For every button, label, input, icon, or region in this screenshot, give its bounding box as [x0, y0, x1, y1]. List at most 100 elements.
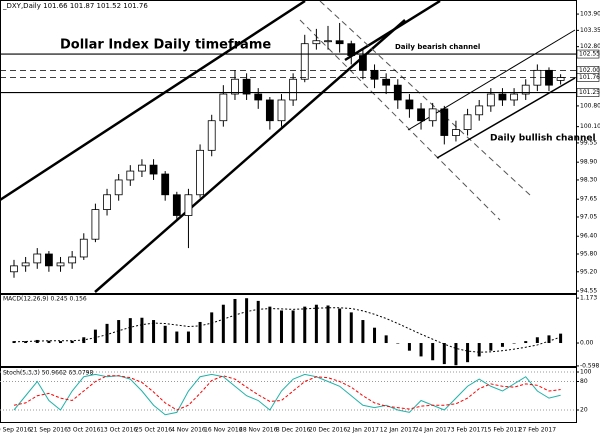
main-panel [0, 0, 577, 294]
macd-bar [256, 300, 260, 344]
level-box [576, 88, 600, 97]
y-tick-label: 99.55 [580, 139, 597, 146]
candle-body [358, 55, 367, 71]
y-tick-label: 0.00 [580, 340, 594, 347]
chart-title: _DXY,Daily 101.66 101.87 101.52 101.76 [2, 2, 148, 10]
bull-channel-upper [0, 0, 306, 202]
x-tick-label: 3 Feb 2017 [451, 427, 485, 434]
macd-bar [500, 343, 504, 347]
y-tick-label: 95.80 [580, 251, 597, 258]
y-tick-label: 1.173 [580, 295, 597, 302]
macd-bar [419, 343, 423, 357]
x-tick-label: 20 Dec 2016 [309, 427, 348, 434]
panel-frames [0, 0, 577, 423]
candle-body [440, 108, 449, 136]
macd-bar [314, 304, 318, 344]
macd-bar [349, 312, 353, 344]
macd-bar [140, 317, 144, 344]
x-tick-label: 25 Oct 2016 [135, 427, 172, 434]
candle-body [300, 43, 309, 80]
candle-body [33, 253, 42, 264]
macd-bar [559, 333, 563, 344]
level-label: 101.25 [579, 89, 600, 96]
macd-bar [117, 320, 121, 344]
candle-body [265, 99, 274, 122]
candle-body [103, 194, 111, 210]
candle-body [231, 78, 239, 95]
x-tick-label: 28 Nov 2016 [239, 427, 278, 434]
macd-bar [547, 335, 551, 344]
macd-bar [12, 341, 16, 344]
candle-body [138, 164, 146, 172]
macd-bar [454, 343, 458, 366]
signal-line [13, 375, 561, 411]
candle-body [521, 84, 530, 95]
level-label: 102.00 [579, 67, 600, 74]
macd-bar [163, 325, 167, 344]
candle-body [56, 262, 65, 267]
y-tick-label: 102.80 [580, 43, 600, 50]
y-tick-label: 100 [580, 369, 592, 376]
signal-line [13, 307, 561, 353]
x-tick-label: 21 Sep 2016 [30, 427, 68, 434]
annotation: Dollar Index Daily timeframe [60, 38, 271, 53]
macd-bar [70, 340, 74, 344]
x-tick-label: 3 Oct 2016 [67, 427, 100, 434]
candle-body [312, 40, 321, 45]
candle-body [370, 69, 379, 80]
macd-bar [373, 327, 377, 344]
y-tick-label: -0.598 [580, 362, 600, 369]
candle-body [126, 170, 135, 181]
macd-bar [221, 304, 225, 344]
candle-body [161, 173, 170, 196]
macd-bar [477, 343, 481, 357]
macd-bar [361, 320, 365, 344]
macd-bar [128, 318, 132, 344]
candle-body [417, 108, 425, 122]
candle-body [277, 99, 286, 122]
candle-body [79, 238, 88, 258]
x-tick-label: 12 Jan 2017 [380, 427, 416, 434]
x-tick-label: 8 Dec 2016 [276, 427, 311, 434]
candle-body [405, 99, 414, 110]
y-tick-label: 100.80 [580, 102, 600, 109]
macd-panel [0, 294, 577, 367]
y-tick-label: 97.65 [580, 196, 597, 203]
candle-body [184, 194, 193, 216]
level-box [576, 49, 600, 59]
candle-body [463, 114, 472, 130]
candle-body [254, 93, 263, 101]
candle-body [324, 40, 332, 43]
candle-body [510, 93, 518, 101]
macd-bar [175, 331, 179, 344]
candle-body [486, 93, 495, 107]
bear-channel-lower [299, 19, 501, 221]
macd-bar [466, 343, 470, 363]
channel-line [344, 0, 441, 62]
macd-bar [431, 343, 435, 361]
y-tick-label: 80 [580, 378, 588, 385]
macd-bar [268, 306, 272, 344]
candle-body [44, 253, 53, 267]
macd-bar [105, 323, 109, 344]
candle-body [382, 78, 391, 86]
x-tick-label: 16 Nov 2016 [204, 427, 243, 434]
macd-bar [233, 298, 237, 344]
candle-body [196, 149, 204, 196]
candle-body [10, 265, 18, 273]
macd-bar [152, 320, 156, 344]
macd-bar [442, 343, 446, 365]
macd-bar [198, 321, 202, 344]
candle-body [242, 78, 251, 95]
macd-title: MACD(12,26,9) 0.245 0.156 [3, 296, 87, 303]
y-tick-label: 98.90 [580, 159, 597, 166]
y-tick-label: 100.10 [580, 123, 600, 130]
macd-bar [384, 335, 388, 344]
y-tick-label: 94.55 [580, 288, 597, 295]
macd-bar [93, 329, 97, 344]
level-label: 102.55 [579, 51, 600, 58]
macd-bar [535, 337, 539, 344]
macd-bar [396, 343, 400, 344]
